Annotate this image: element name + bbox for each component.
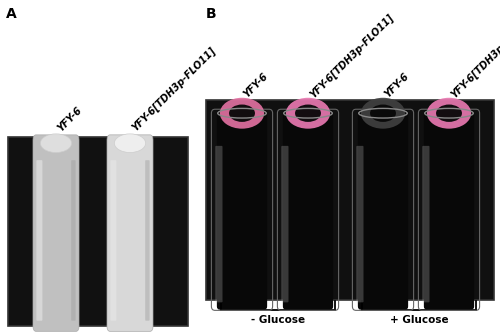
Ellipse shape <box>40 134 72 153</box>
Text: A: A <box>6 7 17 21</box>
Ellipse shape <box>229 105 255 122</box>
FancyBboxPatch shape <box>358 110 408 310</box>
Ellipse shape <box>427 98 471 129</box>
Text: + Glucose: + Glucose <box>390 315 448 325</box>
FancyBboxPatch shape <box>424 110 474 310</box>
Ellipse shape <box>361 98 405 129</box>
FancyBboxPatch shape <box>110 160 116 321</box>
FancyBboxPatch shape <box>145 160 150 321</box>
Text: - Glucose: - Glucose <box>251 315 305 325</box>
FancyBboxPatch shape <box>283 110 333 310</box>
FancyBboxPatch shape <box>282 146 288 302</box>
Text: YFY-6[TDH3p-FLO11]: YFY-6[TDH3p-FLO11] <box>308 12 396 100</box>
Ellipse shape <box>114 134 146 153</box>
Ellipse shape <box>220 98 264 129</box>
FancyBboxPatch shape <box>422 146 430 302</box>
Text: YFY-6: YFY-6 <box>242 72 270 100</box>
Ellipse shape <box>436 105 462 122</box>
FancyBboxPatch shape <box>36 160 43 321</box>
FancyBboxPatch shape <box>356 146 364 302</box>
FancyBboxPatch shape <box>33 135 79 331</box>
FancyBboxPatch shape <box>206 100 494 300</box>
Text: YFY-6: YFY-6 <box>383 72 412 100</box>
Text: YFY-6[TDH3p-FLO11]: YFY-6[TDH3p-FLO11] <box>130 45 218 133</box>
Ellipse shape <box>295 105 321 122</box>
FancyBboxPatch shape <box>107 135 153 331</box>
Text: YFY-6: YFY-6 <box>56 105 84 133</box>
FancyBboxPatch shape <box>71 160 76 321</box>
Ellipse shape <box>286 98 330 129</box>
Text: YFY-6[TDH3p-FLO11]: YFY-6[TDH3p-FLO11] <box>449 12 500 100</box>
Text: B: B <box>206 7 216 21</box>
FancyBboxPatch shape <box>217 110 267 310</box>
FancyBboxPatch shape <box>216 146 222 302</box>
Ellipse shape <box>370 105 396 122</box>
FancyBboxPatch shape <box>8 137 188 326</box>
